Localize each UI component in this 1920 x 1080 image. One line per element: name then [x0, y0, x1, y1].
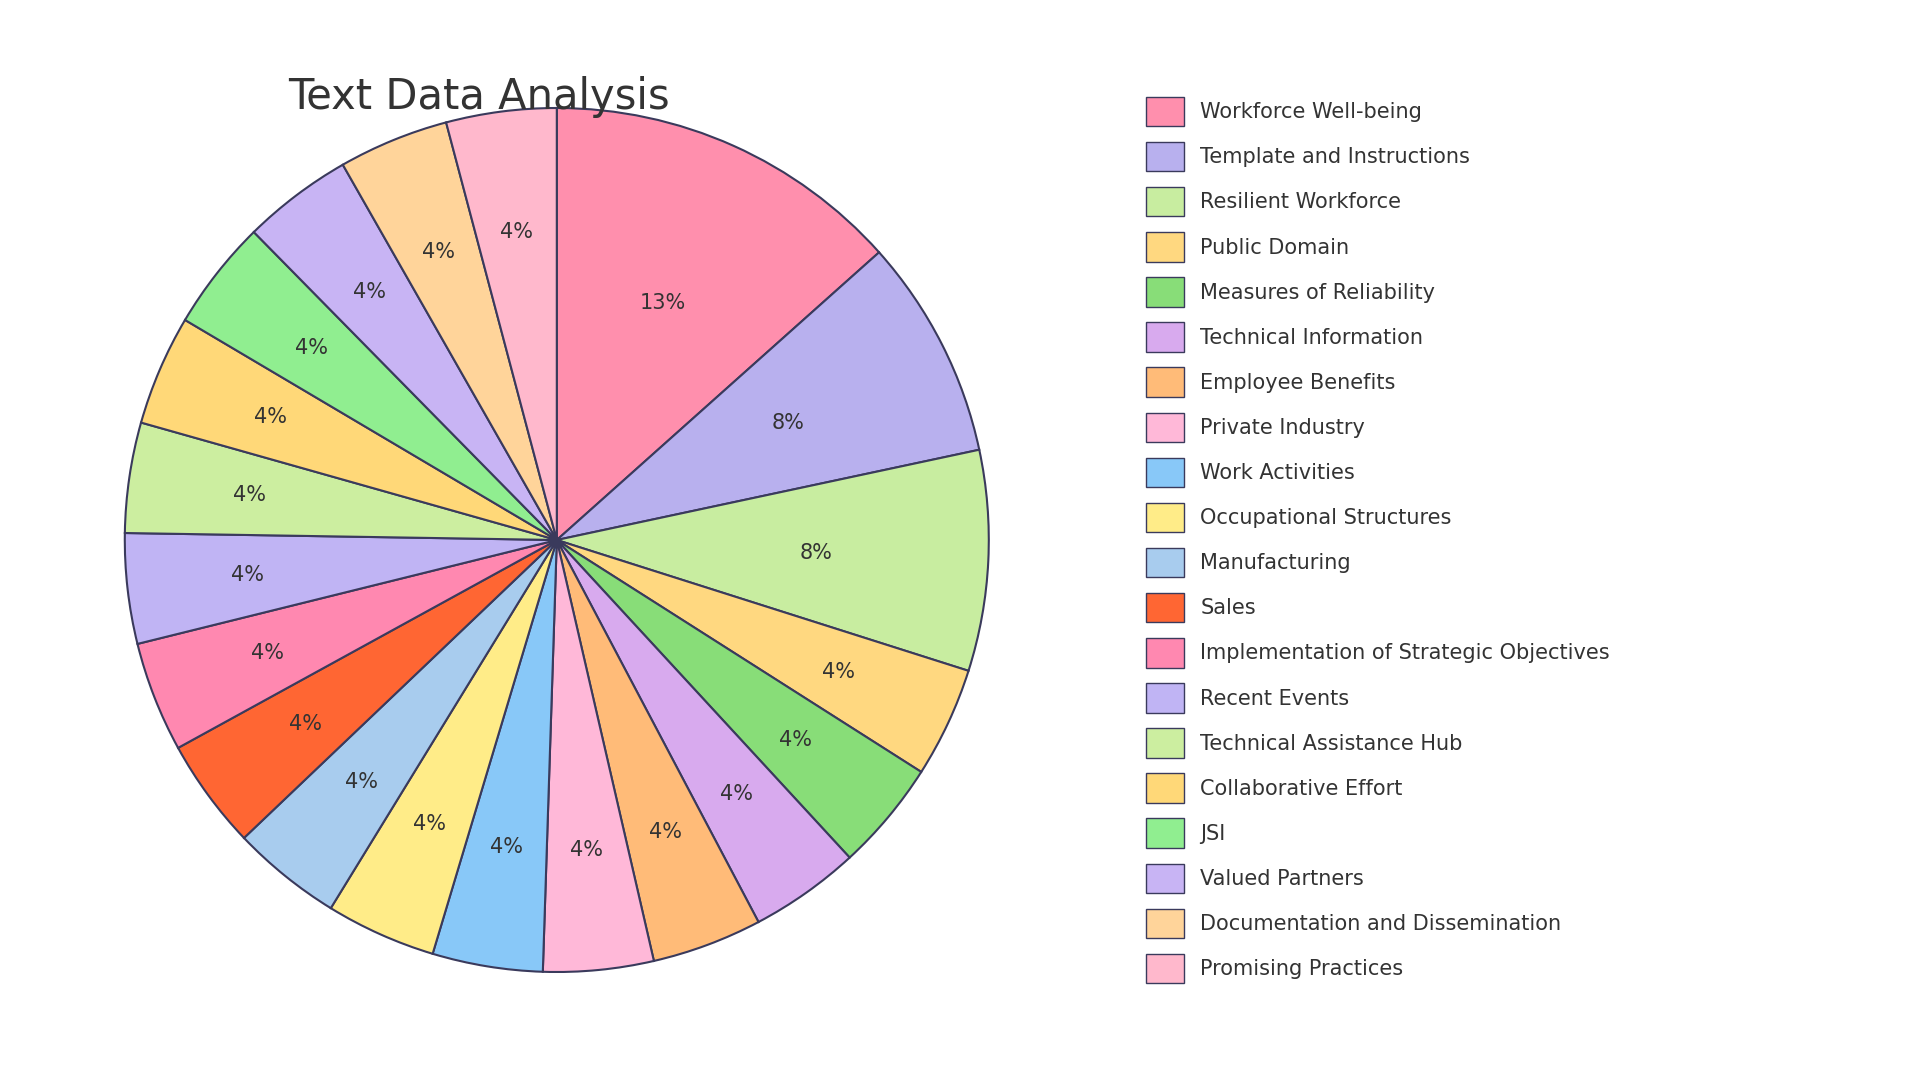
Wedge shape	[445, 108, 557, 540]
Text: 4%: 4%	[252, 644, 284, 663]
Text: 4%: 4%	[255, 407, 288, 428]
Wedge shape	[125, 422, 557, 540]
Text: 4%: 4%	[230, 565, 265, 585]
Wedge shape	[184, 232, 557, 540]
Wedge shape	[253, 165, 557, 540]
Text: 4%: 4%	[422, 242, 455, 262]
Text: 4%: 4%	[296, 338, 328, 359]
Wedge shape	[244, 540, 557, 908]
Wedge shape	[557, 449, 989, 671]
Wedge shape	[557, 540, 851, 922]
Wedge shape	[557, 540, 758, 961]
Wedge shape	[557, 540, 968, 772]
Wedge shape	[344, 122, 557, 540]
Wedge shape	[330, 540, 557, 954]
Text: 4%: 4%	[570, 839, 603, 860]
Text: 4%: 4%	[822, 662, 854, 681]
Text: 4%: 4%	[649, 822, 682, 841]
Wedge shape	[179, 540, 557, 838]
Wedge shape	[557, 540, 922, 858]
Text: Text Data Analysis: Text Data Analysis	[288, 76, 670, 118]
Text: 4%: 4%	[490, 837, 522, 856]
Text: 4%: 4%	[413, 814, 445, 834]
Text: 4%: 4%	[290, 714, 323, 733]
Wedge shape	[543, 540, 655, 972]
Text: 4%: 4%	[232, 485, 265, 504]
Text: 4%: 4%	[780, 729, 812, 750]
Text: 4%: 4%	[353, 282, 386, 302]
Wedge shape	[138, 540, 557, 747]
Text: 4%: 4%	[720, 784, 753, 804]
Wedge shape	[432, 540, 557, 972]
Wedge shape	[557, 108, 879, 540]
Wedge shape	[140, 320, 557, 540]
Text: 4%: 4%	[346, 772, 378, 792]
Text: 4%: 4%	[499, 221, 534, 242]
Wedge shape	[557, 253, 979, 540]
Text: 8%: 8%	[799, 542, 831, 563]
Legend: Workforce Well-being, Template and Instructions, Resilient Workforce, Public Dom: Workforce Well-being, Template and Instr…	[1146, 97, 1609, 983]
Text: 13%: 13%	[639, 294, 685, 313]
Wedge shape	[125, 534, 557, 644]
Text: 8%: 8%	[772, 413, 804, 433]
